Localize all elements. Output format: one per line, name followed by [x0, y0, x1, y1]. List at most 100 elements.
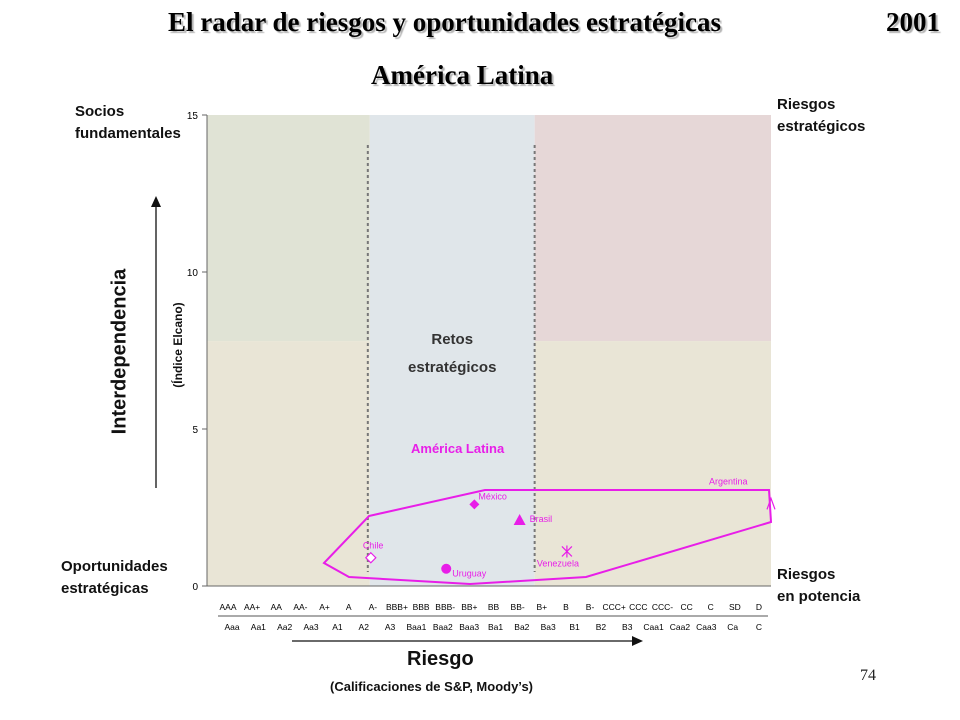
x-tick-label-sp: AAA [219, 602, 236, 612]
labels-layer: Retos estratégicos [408, 331, 496, 376]
x-tick-label-sp: A [346, 602, 352, 612]
x-tick-label-sp: B- [586, 602, 595, 612]
x-tick-label-sp: CCC [629, 602, 647, 612]
x-tick-label-sp: BBB+ [386, 602, 408, 612]
zone-backgrounds [207, 115, 771, 586]
zone-socios [207, 115, 370, 342]
x-tick-label-moodys: B2 [596, 622, 607, 632]
x-tick-label-moodys: Ba2 [514, 622, 529, 632]
corner-line: estratégicos [777, 118, 866, 135]
x-tick-label-sp: A- [369, 602, 378, 612]
chart-title: El radar de riesgos y oportunidades estr… [168, 7, 721, 37]
x-tick-label-sp: CC [680, 602, 692, 612]
x-tick-label-moodys: Aa3 [303, 622, 318, 632]
x-tick-label-moodys: Aa2 [277, 622, 292, 632]
marker-circle [441, 563, 452, 574]
corner-label-bottom-right: Riesgos en potencia [777, 564, 860, 608]
zone-label-retos: estratégicos [408, 359, 496, 376]
x-tick-label-sp: CCC+ [602, 602, 625, 612]
x-tick-label-moodys: Baa3 [459, 622, 479, 632]
corner-label-top-left: Socios fundamentales [75, 101, 181, 145]
latam-polygon [322, 489, 773, 586]
x-tick-label-moodys: Ba1 [488, 622, 503, 632]
x-tick-label-moodys: B1 [569, 622, 580, 632]
country-point: Uruguay [441, 563, 487, 579]
country-point: Venezuela [537, 545, 579, 568]
page-number: 74 [860, 667, 876, 684]
x-tick-label-moodys: A3 [385, 622, 396, 632]
x-tick-label-sp: A+ [319, 602, 330, 612]
corner-line: Oportunidades [61, 558, 168, 575]
x-tick-label-sp: D [756, 602, 762, 612]
country-label: Chile [363, 541, 384, 551]
x-tick-label-sp: CCC- [652, 602, 673, 612]
x-tick-label-moodys: Baa1 [407, 622, 427, 632]
x-tick-label-sp: BB+ [461, 602, 477, 612]
x-arrow-head [632, 636, 643, 646]
corner-line: en potencia [777, 588, 861, 605]
x-tick-label-sp: AA- [293, 602, 307, 612]
corner-label-top-right: Riesgos estratégicos [777, 94, 865, 138]
x-tick-label-sp: B+ [536, 602, 547, 612]
x-tick-label-moodys: Baa2 [433, 622, 453, 632]
zone-oportunidades [207, 341, 370, 586]
x-tick-label-sp: AA [271, 602, 283, 612]
country-label: México [478, 491, 507, 501]
zone-label-retos: Retos [431, 331, 473, 348]
y-tick-label: 5 [192, 425, 198, 436]
marker-caret [766, 496, 776, 510]
x-tick-label-moodys: Caa3 [696, 622, 717, 632]
corner-line: Riesgos [777, 566, 836, 583]
x-tick-label-moodys: Ba3 [541, 622, 556, 632]
zone-riesgos-estrategicos [534, 115, 771, 342]
x-tick-label-moodys: Ca [727, 622, 738, 632]
corner-line: fundamentales [75, 125, 181, 142]
corner-line: Socios [75, 103, 125, 120]
marker-diamond [469, 499, 480, 510]
x-tick-label-moodys: C [756, 622, 762, 632]
country-label: Uruguay [452, 569, 487, 579]
zone-retos [369, 115, 535, 586]
country-point: Chile [363, 541, 384, 564]
marker-triangle [513, 514, 526, 526]
country-label: Brasil [530, 514, 553, 524]
group-label: América Latina [411, 441, 505, 456]
corner-line: estratégicas [61, 580, 149, 597]
x-tick-label-moodys: Aaa [224, 622, 239, 632]
y-tick-label: 10 [187, 268, 199, 279]
latam-polygon-layer: América Latina [322, 441, 773, 586]
corner-line: Riesgos [777, 96, 836, 113]
y-tick-label: 0 [192, 582, 198, 593]
country-point: Brasil [513, 514, 553, 526]
country-point: México [469, 491, 507, 510]
x-tick-label-sp: AA+ [244, 602, 260, 612]
y-tick-label: 15 [187, 111, 199, 122]
y-arrow-head [151, 196, 161, 207]
x-tick-label-moodys: Caa2 [670, 622, 691, 632]
marker-diamond-open [364, 551, 377, 564]
x-axis-sublabel: (Calificaciones de S&P, Moody’s) [330, 679, 533, 694]
x-tick-label-moodys: A2 [359, 622, 370, 632]
x-tick-label-moodys: Aa1 [251, 622, 266, 632]
chart-subtitle: América Latina [371, 60, 554, 90]
x-tick-label-sp: BBB- [435, 602, 455, 612]
zone-riesgos-potencia [534, 341, 771, 586]
x-tick-label-sp: SD [729, 602, 741, 612]
marker-star [561, 545, 573, 558]
x-tick-label-moodys: A1 [332, 622, 343, 632]
x-axis-label: Riesgo [407, 648, 474, 670]
x-tick-label-moodys: Caa1 [643, 622, 664, 632]
points-layer: México Brasil Chile Uruguay Venezuela Argenti… [363, 476, 776, 579]
corner-label-bottom-left: Oportunidades estratégicas [61, 556, 168, 600]
x-tick-label-sp: BB- [511, 602, 525, 612]
country-label: Argentina [709, 476, 748, 486]
chart-year: 2001 [886, 7, 940, 37]
country-point: Argentina [709, 476, 776, 510]
x-tick-label-sp: BB [488, 602, 500, 612]
x-tick-label-sp: BBB [413, 602, 430, 612]
country-label: Venezuela [537, 558, 579, 568]
x-tick-label-sp: B [563, 602, 569, 612]
x-tick-label-sp: C [708, 602, 714, 612]
